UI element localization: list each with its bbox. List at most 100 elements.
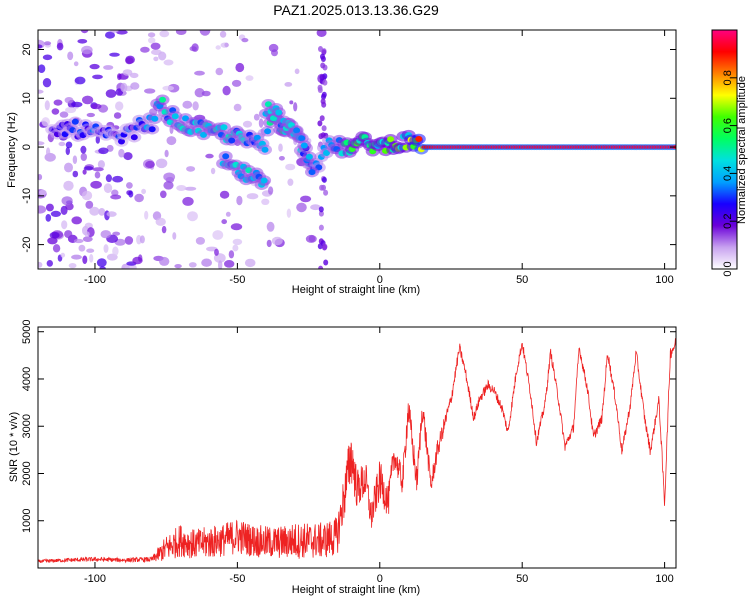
spectrogram-ridge-point — [151, 115, 159, 122]
spectrogram-y-ticks: -20 -10 0 10 20 — [21, 43, 676, 253]
spectrogram-noise-blob — [80, 145, 87, 154]
snr-y-tick-label: 4000 — [21, 367, 33, 391]
spectrogram-noise-blob — [244, 258, 256, 268]
spectrogram-noise-blob — [253, 113, 260, 121]
snr-x-ticks: -100 -50 0 50 100 — [84, 327, 674, 585]
colorbar-tick-label: 0.0 — [722, 261, 734, 276]
spectrogram-noise-blob — [218, 260, 223, 269]
spectrogram-noise-blob — [77, 39, 88, 44]
spectrogram-noise-blob — [63, 180, 74, 191]
spectrogram-noise-blob — [231, 79, 242, 87]
spectrogram-noise-blob — [187, 211, 198, 222]
spectrogram-noise-blob — [139, 235, 145, 244]
colorbar-tick-label: 0.4 — [722, 166, 734, 181]
spectrogram-noise-blob — [46, 147, 51, 157]
spectrogram-noise-blob — [144, 88, 156, 94]
spectrogram-noise-blob — [116, 30, 128, 35]
spectrogram-noise-blob — [235, 62, 245, 73]
spectrogram-noise-blob — [110, 30, 119, 33]
spectrogram-marks — [38, 30, 676, 269]
spectrogram-branch-point — [275, 109, 283, 116]
spectrogram-noise-blob — [129, 72, 139, 79]
spectrogram-x-tick-label: -50 — [229, 274, 245, 286]
spectrogram-noise-blob — [124, 236, 134, 245]
spectrogram-y-tick-label: 20 — [21, 43, 33, 55]
spectrogram-x-tick-label: 100 — [655, 274, 673, 286]
spectrogram-noise-blob — [246, 193, 259, 200]
spectrogram-noise-blob — [94, 171, 101, 179]
spectrogram-noise-blob — [316, 30, 327, 37]
spectrogram-noise-blob — [118, 148, 125, 158]
colorbar-tick-label: 0.8 — [722, 70, 734, 85]
snr-y-tick-label: 3000 — [21, 414, 33, 438]
spectrogram-noise-blob — [38, 64, 46, 73]
spectrogram-ridge-point — [171, 113, 179, 120]
spectrogram-branch-point — [305, 153, 313, 160]
spectrogram-noise-blob — [42, 78, 52, 88]
colorbar: 0.0 0.2 0.4 0.6 0.8 Normalized spectral ampl… — [711, 29, 748, 277]
spectrogram-noise-blob — [318, 265, 324, 269]
snr-x-tick-label: -50 — [229, 573, 245, 585]
spectrogram-noise-blob — [172, 232, 177, 240]
spectrogram-frame — [37, 29, 677, 270]
spectrogram-noise-blob — [219, 30, 227, 38]
spectrogram-noise-blob — [319, 184, 325, 191]
spectrogram-noise-blob — [148, 37, 156, 44]
spectrogram-x-tick-label: 0 — [377, 274, 383, 286]
spectrogram-noise-blob — [105, 89, 117, 98]
spectrogram-noise-blob — [310, 204, 321, 211]
spectrogram-noise-blob — [50, 210, 62, 217]
spectrogram-noise-blob — [82, 255, 88, 264]
spectrogram-noise-blob — [161, 225, 167, 234]
spectrogram-noise-blob — [323, 189, 329, 196]
spectrogram-noise-blob — [61, 220, 68, 230]
spectrogram-ridge-point — [264, 128, 272, 135]
spectrogram-noise-blob — [98, 147, 109, 155]
spectrogram-noise-blob — [278, 143, 283, 152]
spectrogram-noise-blob — [103, 244, 109, 253]
spectrogram-noise-blob — [47, 237, 58, 245]
spectrogram-noise-blob — [322, 79, 328, 86]
spectrogram-noise-blob — [92, 74, 103, 80]
spectrogram-noise-blob — [65, 146, 71, 156]
spectrogram-noise-blob — [38, 205, 47, 214]
spectrogram-noise-blob — [134, 193, 144, 203]
spectrogram-noise-blob — [56, 42, 64, 51]
spectrogram-noise-blob — [125, 182, 133, 189]
spectrogram-noise-blob — [317, 87, 323, 93]
spectrogram-noise-blob — [261, 198, 270, 205]
spectrogram-noise-blob — [141, 188, 147, 195]
spectrogram-noise-blob — [67, 51, 74, 61]
spectrogram-noise-blob — [61, 196, 73, 206]
spectrogram-noise-blob — [322, 243, 328, 250]
spectrogram-noise-blob — [284, 82, 293, 87]
spectrogram-noise-blob — [111, 189, 119, 197]
spectrogram-noise-blob — [68, 263, 77, 269]
spectrogram-noise-blob — [195, 237, 205, 245]
spectrogram-noise-blob — [166, 136, 177, 146]
colorbar-tick-label: 0.2 — [722, 214, 734, 229]
spectrogram-noise-blob — [320, 56, 326, 62]
spectrogram-noise-blob — [38, 44, 43, 49]
spectrogram-noise-blob — [98, 208, 106, 216]
spectrogram-ridge-point — [71, 118, 79, 125]
spectrogram-noise-blob — [294, 68, 300, 75]
spectrogram-noise-blob — [268, 43, 279, 53]
spectrogram-noise-blob — [318, 224, 324, 231]
spectrogram-noise-blob — [210, 167, 216, 175]
spectrogram-noise-blob — [222, 85, 231, 96]
spectrogram-noise-blob — [53, 99, 63, 106]
spectrogram-noise-blob — [266, 239, 272, 248]
snr-y-tick-label: 5000 — [21, 319, 33, 343]
spectrogram-noise-blob — [286, 208, 292, 218]
spectrogram-noise-blob — [224, 42, 229, 48]
spectrogram-noise-blob — [293, 102, 298, 112]
spectrogram-lower-branch-point — [260, 177, 268, 184]
spectrogram-ridge-point — [159, 96, 166, 103]
spectrogram-noise-blob — [150, 42, 161, 50]
spectrogram-noise-blob — [317, 120, 323, 127]
spectrogram-noise-blob — [58, 141, 66, 147]
spectrogram-noise-blob — [163, 59, 174, 66]
